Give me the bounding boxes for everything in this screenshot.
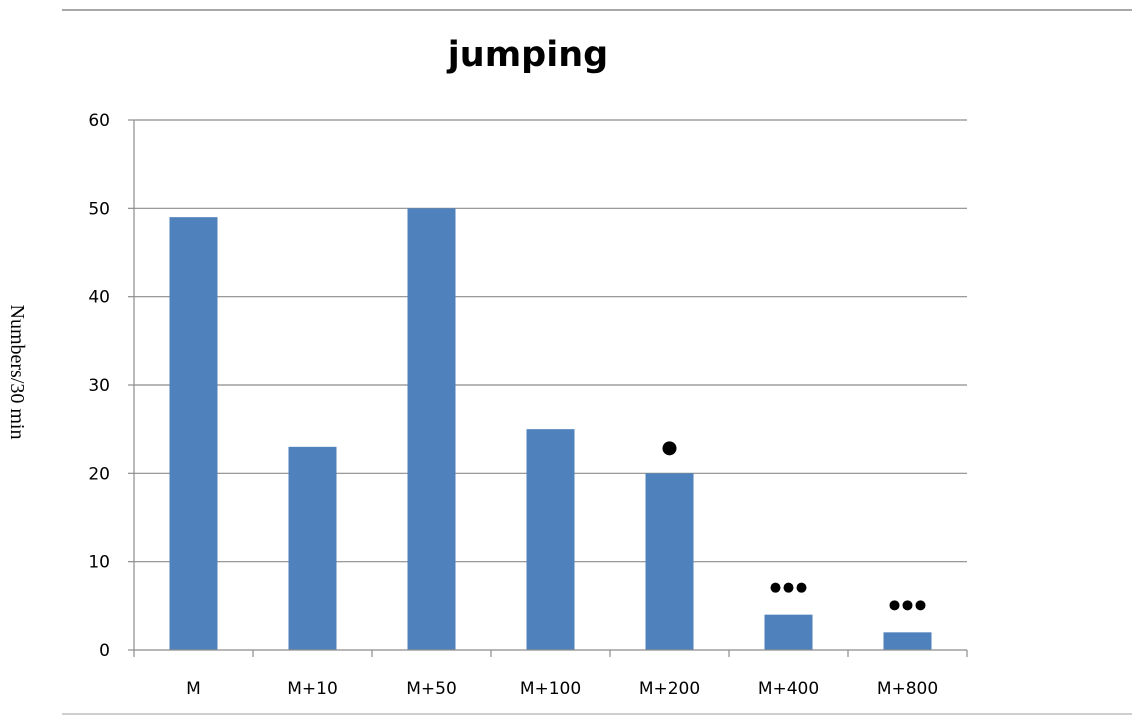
bar [526,429,575,650]
significance-dot [783,582,794,593]
chart-title: jumping [446,35,608,75]
x-tick-label: M+10 [287,679,338,699]
x-tick-label: M [186,679,201,699]
y-tick-labels: 0 10 20 30 40 50 60 [88,111,110,661]
bar [407,208,456,651]
x-tick-label: M+800 [877,679,938,699]
axes [128,119,968,657]
bar [169,217,218,650]
significance-dot [796,582,807,593]
y-axis-label: Numbers/30 min [6,305,28,440]
bars [169,208,932,651]
y-tick-label: 20 [88,464,110,484]
y-tick-label: 10 [88,553,110,573]
x-tick-label: M+400 [758,679,819,699]
y-tick-label: 50 [88,199,110,219]
significance-dot [889,600,900,611]
y-tick-label: 0 [99,641,110,661]
significance-dot [915,600,926,611]
x-tick-label: M+50 [406,679,457,699]
significance-markers [662,441,926,611]
x-tick-labels: M M+10 M+50 M+100 M+200 M+400 M+800 [186,679,938,699]
bar [764,614,813,650]
bar [883,632,932,650]
significance-dot [902,600,913,611]
bar [645,473,694,650]
bar [288,446,337,650]
y-tick-label: 60 [88,111,110,131]
y-tick-label: 30 [88,376,110,396]
y-tick-label: 40 [88,288,110,308]
x-tick-label: M+200 [639,679,700,699]
significance-dot [770,582,781,593]
significance-dot [662,441,677,456]
x-tick-label: M+100 [520,679,581,699]
